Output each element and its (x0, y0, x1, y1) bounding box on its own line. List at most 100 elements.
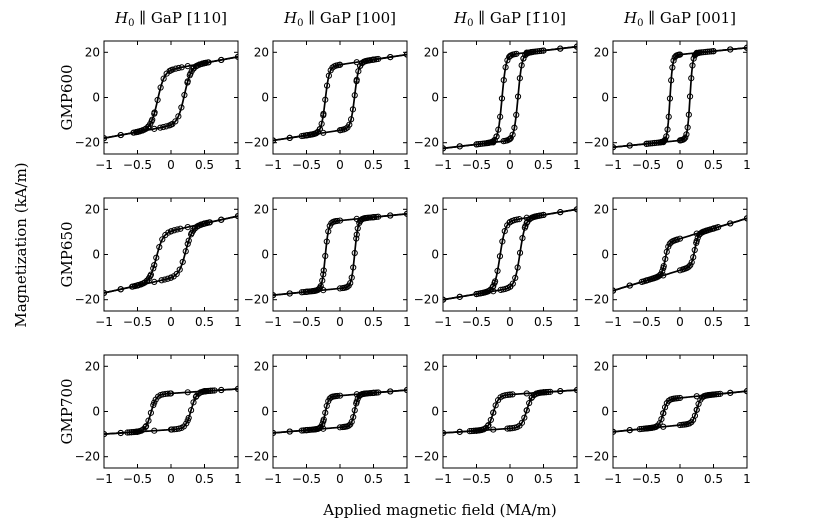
y-tick-label: −20 (75, 450, 100, 464)
x-tick-label: 1 (573, 472, 581, 486)
data-point (365, 390, 372, 397)
data-point (320, 286, 327, 294)
data-point (184, 389, 191, 396)
y-tick-label: 0 (601, 91, 609, 105)
data-point (306, 426, 313, 433)
data-point (336, 392, 344, 399)
data-point (500, 77, 507, 84)
data-point (359, 216, 366, 223)
data-point (369, 214, 376, 221)
data-point (318, 120, 325, 127)
x-tick-label: 0 (506, 315, 514, 329)
y-tick-label: 20 (594, 45, 609, 59)
data-point (350, 264, 357, 271)
data-point (158, 277, 165, 284)
data-point (711, 391, 718, 398)
panel-gmp700-col3: −1 −0.5 0 0.5 1 −20 0 20 (414, 354, 581, 486)
data-point (273, 137, 277, 144)
data-point (323, 238, 330, 245)
data-point (345, 422, 352, 429)
y-tick-label: −20 (244, 136, 269, 150)
data-point (702, 48, 709, 56)
data-point (346, 121, 353, 128)
x-tick-label: −0.5 (292, 315, 321, 329)
data-point (443, 296, 447, 303)
data-point (493, 133, 500, 140)
data-point (184, 63, 191, 70)
data-point (676, 394, 684, 402)
data-point (557, 388, 564, 395)
panel-gmp650-col4: −1 −0.5 0 0.5 1 −20 0 20 (584, 197, 751, 329)
panel-gmp700-col1: −1 −0.5 0 0.5 1 −20 0 20 (75, 354, 242, 486)
data-point (151, 261, 158, 269)
data-point (351, 249, 358, 257)
data-point (690, 254, 697, 261)
data-point (357, 62, 364, 70)
data-point (669, 64, 676, 71)
data-point (509, 280, 516, 287)
x-tick-label: 0.5 (534, 472, 553, 486)
data-point (656, 272, 664, 279)
x-tick-label: 0.5 (364, 472, 383, 486)
data-point (172, 118, 179, 125)
y-tick-label: 20 (85, 202, 100, 216)
data-point (209, 387, 216, 394)
data-point (490, 288, 497, 295)
data-point (526, 399, 533, 407)
x-tick-label: −0.5 (462, 315, 491, 329)
data-point (660, 263, 667, 270)
data-point (693, 406, 700, 413)
data-point (403, 386, 407, 394)
data-point (157, 84, 164, 91)
data-point (543, 389, 550, 396)
x-tick-label: 1 (403, 315, 411, 329)
data-point (522, 222, 529, 230)
data-point (351, 407, 358, 414)
data-point (211, 387, 218, 394)
x-tick-label: 1 (234, 315, 242, 329)
data-point (303, 132, 310, 139)
y-tick-label: 20 (594, 202, 609, 216)
data-point (704, 48, 711, 55)
data-point (177, 225, 184, 232)
column-title-2: H0 ∥ GaP [100] (283, 9, 396, 29)
data-point (183, 420, 190, 427)
data-point (175, 113, 182, 120)
data-point (128, 429, 135, 436)
data-point (134, 282, 141, 289)
data-point (661, 137, 668, 144)
data-point (375, 213, 382, 220)
x-tick-label: 0 (676, 315, 684, 329)
fit-curve-down-branch (613, 217, 747, 292)
data-point (470, 427, 477, 434)
data-point (487, 416, 494, 424)
data-point (185, 237, 192, 244)
x-tick-label: 1 (234, 158, 242, 172)
data-point (286, 428, 293, 435)
y-tick-label: −20 (244, 450, 269, 464)
y-tick-label: −20 (414, 136, 439, 150)
data-point (516, 215, 523, 223)
x-tick-label: −1 (264, 315, 282, 329)
data-point (319, 277, 326, 284)
data-point (668, 77, 675, 84)
data-point (727, 220, 734, 227)
x-tick-label: 0.5 (364, 158, 383, 172)
data-point (685, 263, 692, 270)
x-tick-label: 1 (573, 315, 581, 329)
data-point (176, 266, 183, 273)
data-point (697, 230, 704, 237)
data-point (273, 429, 277, 437)
data-point (387, 212, 394, 219)
row-label-gmp600: GMP600 (58, 64, 76, 130)
axes-frame (442, 197, 578, 312)
data-point (169, 66, 176, 73)
data-point (190, 399, 197, 406)
x-tick-label: 0.5 (364, 315, 383, 329)
data-point (557, 209, 564, 216)
data-point (387, 54, 394, 61)
data-point (373, 389, 380, 396)
x-tick-label: 0 (506, 158, 514, 172)
y-tick-label: −20 (414, 293, 439, 307)
data-point (151, 427, 158, 434)
